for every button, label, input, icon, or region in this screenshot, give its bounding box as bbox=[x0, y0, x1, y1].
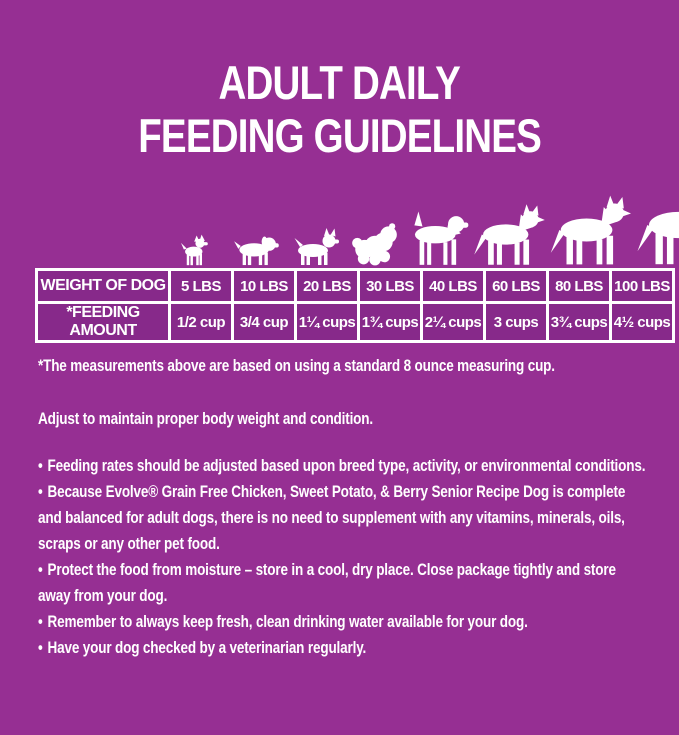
amount-cell: 3 cups bbox=[483, 301, 549, 343]
amount-row-label: *FEEDING AMOUNT bbox=[35, 301, 171, 343]
dog-cell-80lbs bbox=[545, 194, 631, 266]
weight-cell: 30 LBS bbox=[357, 268, 423, 304]
amount-cell: 3/4 cup bbox=[231, 301, 297, 343]
dog-cell-100lbs bbox=[631, 184, 679, 266]
weight-cell: 40 LBS bbox=[420, 268, 486, 304]
dog-size-row bbox=[165, 182, 679, 266]
shepherd-small-icon bbox=[474, 204, 545, 265]
weight-cell: 5 LBS bbox=[168, 268, 234, 304]
bullet-feeding-rates: • Feeding rates should be adjusted based … bbox=[38, 457, 646, 475]
dog-cell-10lbs bbox=[225, 228, 285, 266]
weight-cell: 10 LBS bbox=[231, 268, 297, 304]
shepherd-medium-icon bbox=[550, 195, 631, 265]
bullet-veterinarian: • Have your dog checked by a veterinarian… bbox=[38, 639, 367, 657]
beagle-icon bbox=[414, 211, 469, 265]
amount-cell: 3¾ cups bbox=[546, 301, 612, 343]
weight-cell: 80 LBS bbox=[546, 268, 612, 304]
dog-cell-20lbs bbox=[285, 226, 345, 266]
bullet-icon: • bbox=[38, 457, 43, 475]
adjust-weight-note: Adjust to maintain proper body weight an… bbox=[38, 410, 373, 428]
dog-cell-5lbs bbox=[165, 233, 225, 266]
weight-row-label: WEIGHT OF DOG bbox=[35, 268, 171, 304]
bullet-icon: • bbox=[38, 639, 43, 657]
bullet-protect-moisture: • Protect the food from moisture – store … bbox=[38, 561, 616, 605]
dog-cell-60lbs bbox=[469, 203, 545, 266]
dog-cell-40lbs bbox=[405, 208, 469, 266]
puppy-icon bbox=[234, 236, 279, 266]
weight-cell: 100 LBS bbox=[609, 268, 675, 304]
amount-cell: 1/2 cup bbox=[168, 301, 234, 343]
shihtzu-icon bbox=[352, 223, 397, 266]
page-title: ADULT DAILY FEEDING GUIDELINES bbox=[0, 56, 679, 162]
feeding-guidelines-table: WEIGHT OF DOG 5 LBS 10 LBS 20 LBS 30 LBS… bbox=[35, 268, 675, 343]
amount-cell: 2¼ cups bbox=[420, 301, 486, 343]
weight-cell: 20 LBS bbox=[294, 268, 360, 304]
dog-cell-30lbs bbox=[345, 219, 405, 266]
amount-cell: 1¼ cups bbox=[294, 301, 360, 343]
weight-cell: 60 LBS bbox=[483, 268, 549, 304]
chihuahua-icon bbox=[180, 234, 208, 266]
bullet-fresh-water: • Remember to always keep fresh, clean dr… bbox=[38, 613, 528, 631]
bullet-icon: • bbox=[38, 483, 43, 501]
bullet-list: • Feeding rates should be adjusted based … bbox=[38, 453, 649, 661]
bullet-icon: • bbox=[38, 613, 43, 631]
page-title-line-2: FEEDING GUIDELINES bbox=[138, 109, 542, 162]
measuring-cup-footnote: *The measurements above are based on usi… bbox=[38, 357, 555, 375]
weight-row: WEIGHT OF DOG 5 LBS 10 LBS 20 LBS 30 LBS… bbox=[35, 268, 675, 304]
copy-block: *The measurements above are based on usi… bbox=[38, 353, 649, 661]
shepherd-large-icon bbox=[637, 211, 679, 265]
amount-cell: 4½ cups bbox=[609, 301, 675, 343]
bullet-icon: • bbox=[38, 561, 43, 579]
page-title-line-1: ADULT DAILY bbox=[218, 56, 461, 109]
amount-row: *FEEDING AMOUNT 1/2 cup 3/4 cup 1¼ cups … bbox=[35, 301, 675, 343]
amount-cell: 1¾ cups bbox=[357, 301, 423, 343]
bullet-complete-balanced: • Because Evolve® Grain Free Chicken, Swe… bbox=[38, 483, 626, 553]
terrier-icon bbox=[294, 228, 339, 265]
